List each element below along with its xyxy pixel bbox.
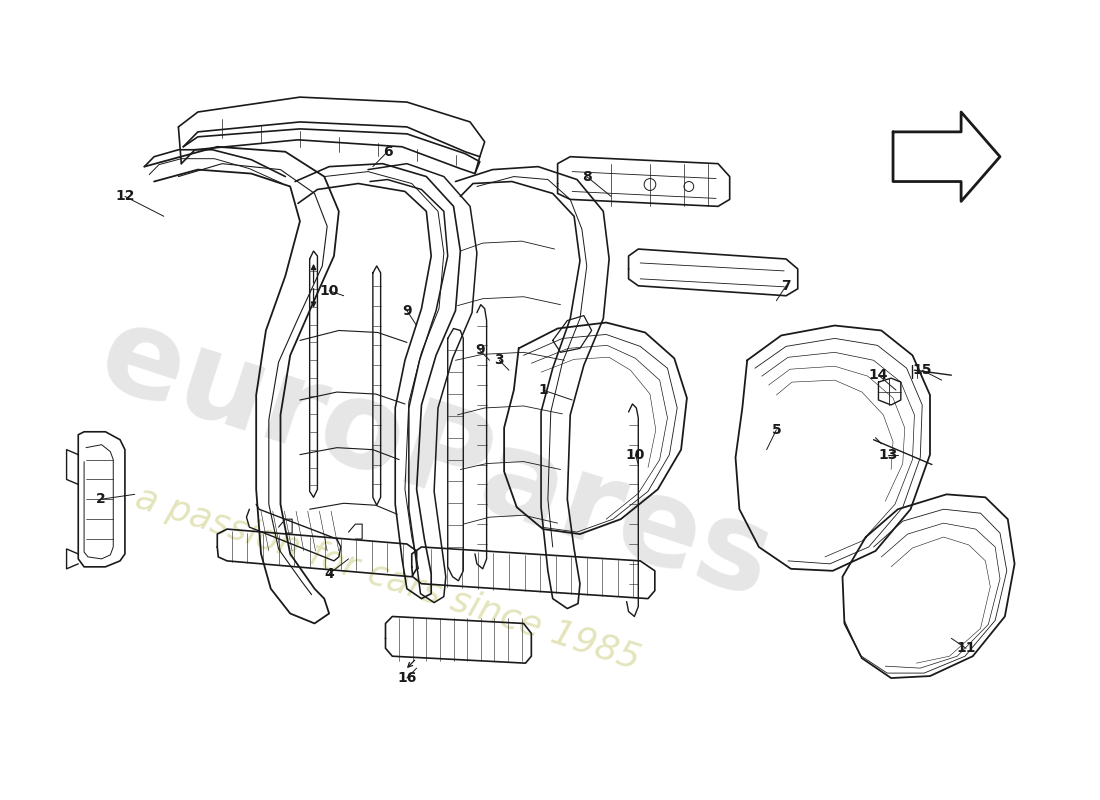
Text: 14: 14 bbox=[869, 368, 888, 382]
Text: a passion for cars since 1985: a passion for cars since 1985 bbox=[131, 481, 645, 677]
Text: 12: 12 bbox=[116, 190, 134, 203]
Text: 10: 10 bbox=[626, 448, 645, 462]
Text: 6: 6 bbox=[383, 145, 393, 158]
Text: 3: 3 bbox=[494, 354, 504, 367]
Text: 1: 1 bbox=[538, 383, 548, 397]
Text: 4: 4 bbox=[324, 566, 334, 581]
Text: 9: 9 bbox=[475, 343, 485, 358]
Text: 16: 16 bbox=[397, 671, 417, 685]
Text: 8: 8 bbox=[582, 170, 592, 183]
Text: 13: 13 bbox=[879, 448, 898, 462]
Text: 5: 5 bbox=[771, 422, 781, 437]
Text: 2: 2 bbox=[96, 492, 106, 506]
Text: 7: 7 bbox=[781, 278, 791, 293]
Text: 15: 15 bbox=[913, 363, 932, 378]
Text: 10: 10 bbox=[319, 284, 339, 298]
Text: 11: 11 bbox=[956, 642, 976, 655]
Text: euroPares: euroPares bbox=[86, 296, 786, 623]
Text: 9: 9 bbox=[403, 304, 411, 318]
